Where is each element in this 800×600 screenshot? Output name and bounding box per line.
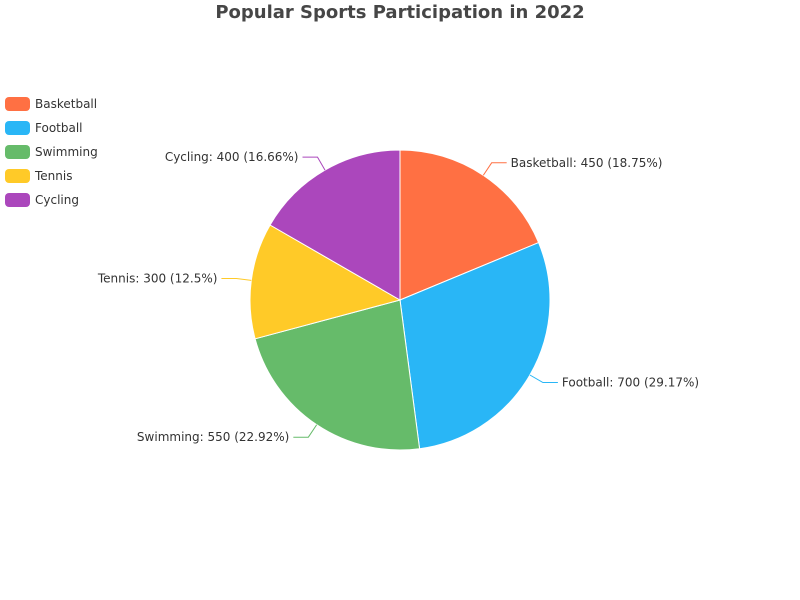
pie-slice-football[interactable] [399, 241, 551, 450]
legend-label: Cycling [35, 193, 79, 207]
legend-item-football[interactable]: Football [5, 116, 98, 140]
legend-item-basketball[interactable]: Basketball [5, 92, 98, 116]
legend-label: Basketball [35, 97, 98, 111]
slice-label-basketball: Basketball: 450 (18.75%) [511, 156, 663, 170]
slice-label-tennis: Tennis: 300 (12.5%) [97, 271, 218, 285]
legend-swatch [5, 145, 30, 159]
legend-swatch [5, 169, 30, 183]
label-line-football [529, 374, 558, 383]
legend-item-tennis[interactable]: Tennis [5, 164, 98, 188]
label-line-basketball [482, 162, 507, 176]
legend-swatch [5, 193, 30, 207]
legend-swatch [5, 97, 30, 111]
legend-item-swimming[interactable]: Swimming [5, 140, 98, 164]
chart-title: Popular Sports Participation in 2022 [215, 2, 585, 23]
chart-legend: Basketball Football Swimming Tennis Cycl… [5, 92, 98, 212]
label-line-swimming [293, 424, 318, 438]
legend-item-cycling[interactable]: Cycling [5, 188, 98, 212]
legend-label: Swimming [35, 145, 98, 159]
label-line-tennis [221, 277, 252, 281]
slice-label-football: Football: 700 (29.17%) [562, 376, 699, 390]
legend-label: Football [35, 121, 83, 135]
slice-label-swimming: Swimming: 550 (22.92%) [137, 430, 289, 444]
slice-label-cycling: Cycling: 400 (16.66%) [165, 150, 299, 164]
legend-label: Tennis [35, 169, 73, 183]
legend-swatch [5, 121, 30, 135]
label-line-cycling [302, 156, 326, 171]
